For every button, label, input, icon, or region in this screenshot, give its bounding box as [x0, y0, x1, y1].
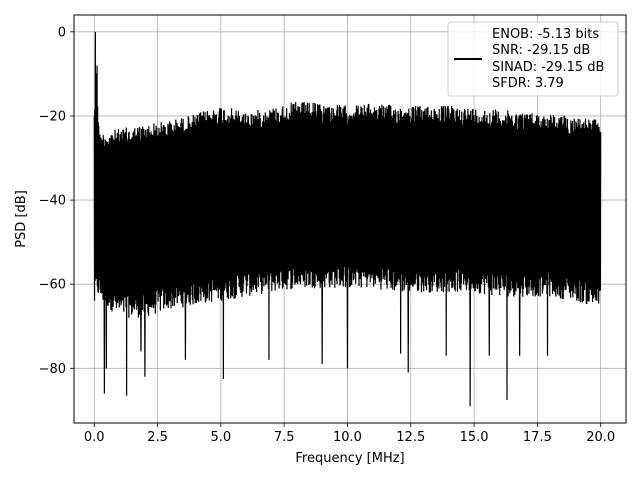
- psd-series-line: [93, 31, 602, 407]
- plot-area-frame: [73, 14, 627, 424]
- y-tick-label: −20: [39, 109, 66, 124]
- ticks: 0.0 2.5 5.0 7.5 10.0 12.5 15.0 17.5 20.0 0 −20 −40 −…: [39, 25, 616, 445]
- x-tick-label: 15.0: [460, 430, 489, 445]
- legend-line-3: SFDR: 3.79: [492, 76, 564, 91]
- legend-line-1: SNR: -29.15 dB: [492, 43, 590, 58]
- x-tick-label: 7.5: [274, 430, 295, 445]
- y-tick-label: 0: [58, 25, 66, 40]
- x-tick-label: 5.0: [211, 430, 232, 445]
- legend-box: [447, 21, 619, 97]
- x-tick-label: 2.5: [147, 430, 168, 445]
- legend-line-0: ENOB: -5.13 bits: [492, 27, 599, 42]
- x-tick-label: 10.0: [333, 430, 362, 445]
- y-tick-label: −60: [39, 278, 66, 293]
- x-tick-label: 12.5: [396, 430, 425, 445]
- y-tick-label: −40: [39, 194, 66, 209]
- x-axis-label: Frequency [MHz]: [295, 451, 404, 466]
- y-axis-label: PSD [dB]: [14, 190, 29, 248]
- psd-trace: [93, 31, 602, 407]
- x-tick-label: 0.0: [84, 430, 105, 445]
- x-tick-label: 20.0: [586, 430, 615, 445]
- y-tick-label: −80: [39, 362, 66, 377]
- legend-line-2: SINAD: -29.15 dB: [492, 60, 604, 75]
- x-tick-label: 17.5: [523, 430, 552, 445]
- legend: ENOB: -5.13 bits SNR: -29.15 dB SINAD: -…: [447, 21, 619, 97]
